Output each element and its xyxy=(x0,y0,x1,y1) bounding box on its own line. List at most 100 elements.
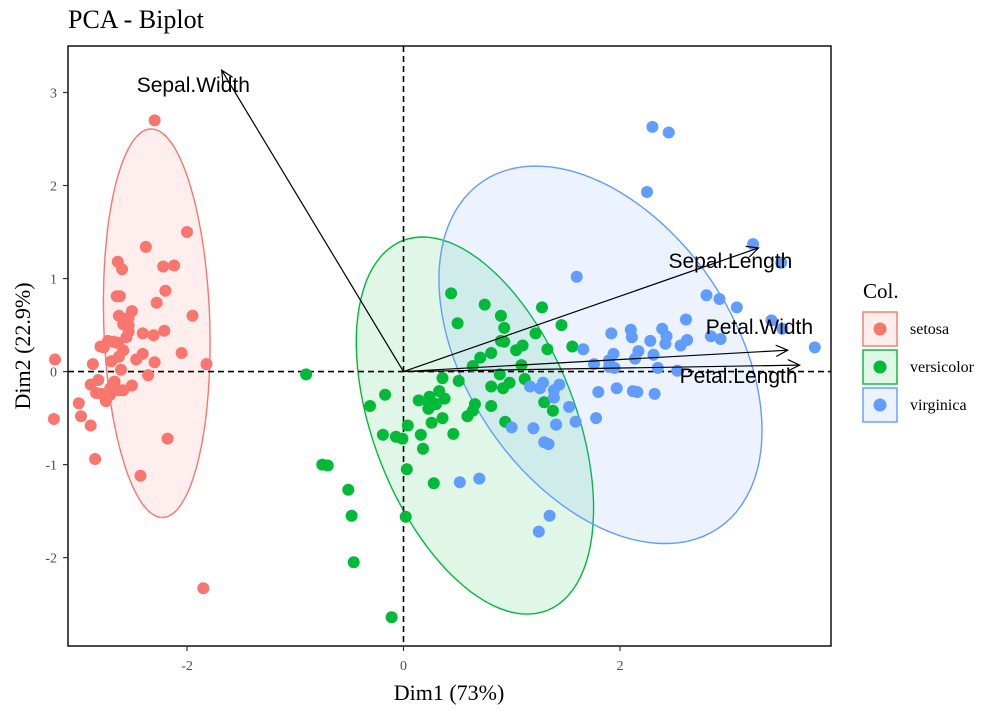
point-virginica xyxy=(713,293,726,305)
point-versicolor xyxy=(401,419,414,432)
point-versicolor xyxy=(436,372,449,385)
point-versicolor xyxy=(379,388,392,401)
point-versicolor xyxy=(445,287,458,300)
point-virginica xyxy=(624,323,637,336)
loading-arrow-petal-length xyxy=(403,364,800,373)
point-versicolor xyxy=(399,510,412,523)
point-versicolor xyxy=(389,430,402,443)
point-setosa xyxy=(47,413,60,425)
point-virginica xyxy=(590,412,603,425)
point-setosa xyxy=(86,358,99,371)
point-setosa xyxy=(186,309,199,322)
point-versicolor xyxy=(447,427,460,440)
point-versicolor xyxy=(555,319,568,332)
point-versicolor xyxy=(376,428,389,441)
y-tick-label: 1 xyxy=(50,273,57,288)
plot-area: Sepal.Length Sepal.Width Petal.Length Petal… xyxy=(47,45,832,647)
point-virginica xyxy=(631,386,644,398)
loading-label-petal-length: Petal.Length xyxy=(680,365,798,388)
arrowhead-petal-width xyxy=(775,344,790,358)
point-versicolor xyxy=(461,410,474,423)
point-virginica xyxy=(577,343,590,356)
y-tick-label: 0 xyxy=(50,366,57,381)
point-virginica xyxy=(563,400,576,413)
point-versicolor xyxy=(474,351,487,364)
point-versicolor xyxy=(427,477,440,490)
point-versicolor xyxy=(536,301,548,314)
point-setosa xyxy=(157,260,170,273)
point-virginica xyxy=(553,378,566,391)
point-virginica xyxy=(537,376,550,389)
legend-marker-virginica xyxy=(873,398,887,412)
point-setosa xyxy=(92,374,105,386)
point-versicolor xyxy=(412,394,425,407)
point-versicolor xyxy=(494,334,507,347)
legend-title: Col. xyxy=(863,279,899,303)
point-setosa xyxy=(117,344,130,357)
point-setosa xyxy=(75,410,87,423)
loading-label-sepal-width: Sepal.Width xyxy=(137,74,250,97)
point-virginica xyxy=(648,387,661,400)
point-virginica xyxy=(776,322,789,335)
point-setosa xyxy=(136,327,149,340)
point-setosa xyxy=(89,453,102,465)
point-setosa xyxy=(175,347,188,359)
point-virginica xyxy=(662,126,675,139)
point-versicolor xyxy=(485,380,498,393)
point-setosa xyxy=(168,259,181,272)
point-setosa xyxy=(197,582,210,595)
point-versicolor xyxy=(345,509,358,522)
point-virginica xyxy=(473,472,486,485)
point-versicolor xyxy=(466,360,479,372)
point-virginica xyxy=(610,382,623,395)
point-virginica xyxy=(730,301,743,314)
point-setosa xyxy=(161,432,174,445)
point-versicolor xyxy=(425,416,438,429)
point-setosa xyxy=(105,355,118,368)
x-axis-title: Dim1 (73%) xyxy=(394,680,505,705)
point-versicolor xyxy=(468,398,481,411)
point-setosa xyxy=(134,469,147,482)
legend-label-setosa: setosa xyxy=(910,321,949,338)
point-setosa xyxy=(115,363,127,376)
point-setosa xyxy=(139,240,152,253)
point-setosa xyxy=(147,329,160,342)
point-virginica xyxy=(550,418,563,431)
point-versicolor xyxy=(364,400,376,412)
point-virginica xyxy=(641,186,653,198)
legend: Col. setosa versicolor virginica xyxy=(862,279,975,423)
point-setosa xyxy=(117,384,130,397)
point-setosa xyxy=(97,341,110,354)
point-virginica xyxy=(505,421,518,434)
point-virginica xyxy=(674,339,687,352)
plot-border xyxy=(67,45,832,647)
x-tick-label: -2 xyxy=(181,659,193,674)
point-setosa xyxy=(49,353,61,366)
point-versicolor xyxy=(385,611,398,624)
legend-label-virginica: virginica xyxy=(910,397,967,414)
point-virginica xyxy=(538,436,551,449)
point-versicolor xyxy=(451,317,464,330)
loading-arrow-sepal-length xyxy=(403,247,759,373)
legend-label-versicolor: versicolor xyxy=(910,359,975,376)
point-versicolor xyxy=(478,298,491,311)
point-setosa xyxy=(110,290,123,303)
point-versicolor xyxy=(494,309,507,322)
point-setosa xyxy=(72,397,85,410)
arrowhead-sepal-width xyxy=(220,69,233,84)
point-virginica xyxy=(656,322,669,335)
point-virginica xyxy=(605,327,618,340)
x-tick-label: 2 xyxy=(616,659,623,674)
y-tick-label: -2 xyxy=(45,552,57,567)
point-setosa xyxy=(148,114,161,127)
point-setosa xyxy=(136,347,149,360)
chart-title: PCA - Biplot xyxy=(68,5,205,34)
point-virginica xyxy=(532,525,545,538)
point-setosa xyxy=(200,358,213,371)
arrowhead-petal-length xyxy=(787,359,801,372)
point-versicolor xyxy=(414,428,427,441)
point-versicolor xyxy=(546,404,559,417)
point-versicolor xyxy=(400,463,413,476)
point-virginica xyxy=(569,415,582,428)
point-versicolor xyxy=(430,398,442,411)
